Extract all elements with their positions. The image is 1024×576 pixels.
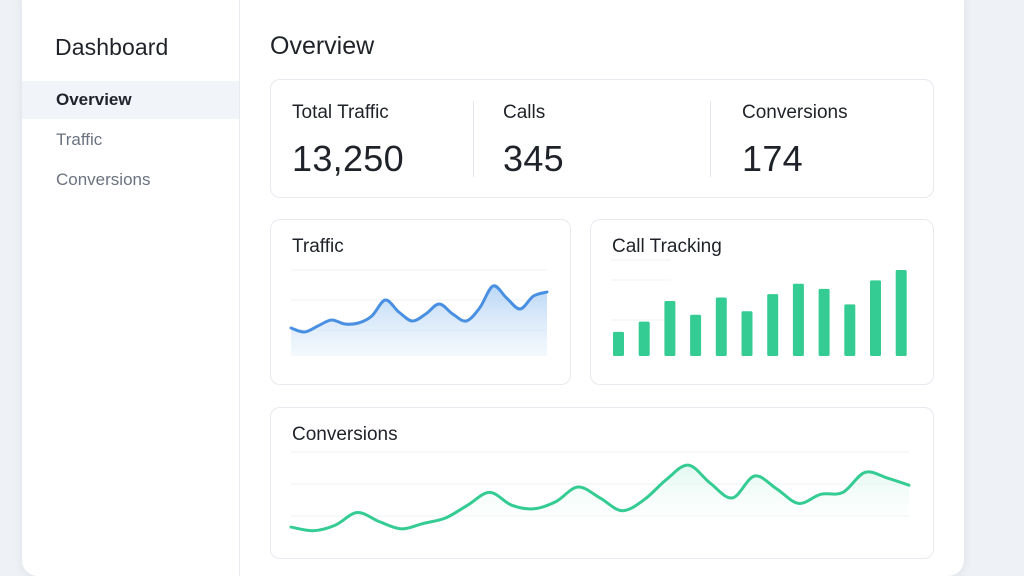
card-title: Conversions — [292, 424, 398, 445]
traffic-line — [289, 284, 549, 334]
stat-label: Calls — [503, 102, 546, 123]
call-tracking-chart — [611, 259, 907, 356]
stat-label: Total Traffic — [292, 102, 389, 123]
bar — [870, 280, 881, 356]
stat-label: Conversions — [742, 102, 848, 123]
bar — [690, 314, 702, 356]
stat-value: 13,250 — [292, 138, 404, 179]
sidebar: Dashboard Overview Traffic Conversions — [22, 0, 240, 576]
sidebar-item-overview[interactable]: Overview — [22, 81, 239, 119]
sidebar-item-conversions[interactable]: Conversions — [56, 170, 151, 189]
call-tracking-card: Call Tracking — [590, 219, 934, 385]
bar — [613, 331, 624, 356]
bar — [664, 300, 676, 356]
bar — [741, 311, 753, 356]
bar — [895, 270, 907, 356]
bar — [715, 297, 727, 356]
conversions-card: Conversions — [270, 407, 934, 559]
stat-divider — [710, 101, 711, 177]
page-title: Overview — [270, 32, 375, 60]
traffic-card: Traffic — [270, 219, 571, 385]
card-title: Traffic — [292, 236, 344, 257]
stat-value: 174 — [742, 138, 803, 179]
bar — [638, 321, 650, 356]
stats-card: Total Traffic 13,250 Calls 345 Conversio… — [270, 79, 934, 198]
bar — [767, 294, 779, 356]
conversions-chart — [289, 451, 911, 538]
bar — [818, 288, 830, 356]
conversions-line — [289, 463, 911, 533]
traffic-chart — [289, 269, 549, 356]
app-title: Dashboard — [55, 34, 169, 60]
stat-divider — [473, 101, 474, 177]
sidebar-item-traffic[interactable]: Traffic — [56, 130, 103, 149]
stat-value: 345 — [503, 138, 564, 179]
dashboard-window: Dashboard Overview Traffic Conversions O… — [22, 0, 964, 576]
conversions-area — [291, 465, 909, 538]
card-title: Call Tracking — [612, 236, 722, 257]
bar — [844, 304, 856, 356]
main-content: Overview Total Traffic 13,250 Calls 345 … — [239, 0, 964, 576]
bar — [792, 283, 804, 356]
